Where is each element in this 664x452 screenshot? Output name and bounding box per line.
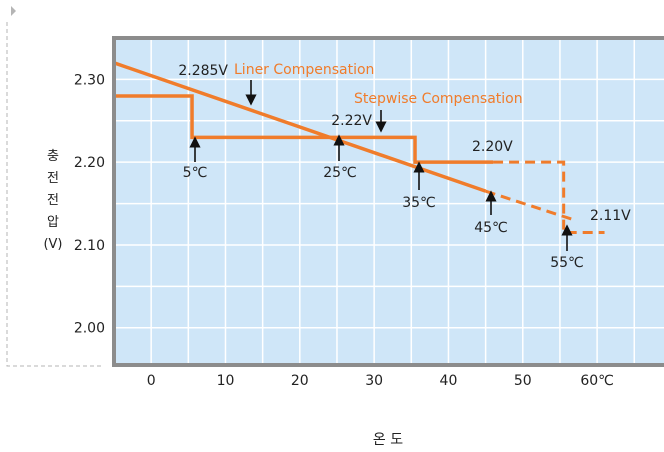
annotation-label: 2.285V — [178, 63, 228, 79]
x-tick-label: 20 — [291, 373, 309, 389]
y-axis-label-char: (V) — [43, 237, 62, 252]
y-tick-label: 2.00 — [74, 321, 105, 337]
y-axis-label-char: 전 — [47, 193, 59, 208]
x-tick-label: 0 — [147, 373, 156, 389]
annotation-label: 2.20V — [472, 139, 513, 155]
annotation-label: 2.11V — [590, 208, 631, 224]
annotation-arrows — [189, 80, 573, 251]
series-name-stepwise: Stepwise Compensation — [354, 91, 523, 107]
decorative-corner-line — [6, 22, 104, 367]
x-axis-label: 온 도 — [373, 432, 403, 448]
annotation-label: 45℃ — [474, 220, 508, 236]
y-axis-label-char: 전 — [47, 171, 59, 186]
plot-background — [114, 38, 664, 365]
y-tick-label: 2.30 — [74, 72, 105, 88]
series-name-liner: Liner Compensation — [234, 62, 374, 78]
annotation-label: 25℃ — [323, 165, 357, 181]
x-tick-label: 60℃ — [580, 373, 614, 389]
annotations: 2.285V 2.22V 2.20V 2.11V 5℃ 25℃ 35℃ 45℃ 55℃ — [178, 63, 631, 271]
annotation-label: 35℃ — [402, 195, 436, 211]
plot-frame — [112, 36, 664, 367]
annotation-label: 55℃ — [550, 255, 584, 271]
x-tick-label: 40 — [440, 373, 458, 389]
y-tick-label: 2.10 — [74, 238, 105, 254]
y-axis-ticks: 2.00 2.10 2.20 2.30 — [74, 72, 105, 336]
series-line-stepwise — [114, 94, 494, 164]
x-tick-label: 50 — [514, 373, 532, 389]
y-axis-label-char: 압 — [47, 215, 59, 230]
y-axis-label-char: 충 — [47, 149, 59, 164]
x-tick-label: 30 — [365, 373, 383, 389]
y-tick-label: 2.20 — [74, 155, 105, 171]
annotation-label: 2.22V — [331, 113, 372, 129]
x-tick-label: 10 — [217, 373, 235, 389]
annotation-label: 5℃ — [183, 165, 208, 181]
series-dashed-stepwise — [493, 160, 605, 235]
x-axis-ticks: 0 10 20 30 40 50 60℃ — [147, 373, 614, 389]
decorative-corner-triangle — [11, 6, 16, 16]
